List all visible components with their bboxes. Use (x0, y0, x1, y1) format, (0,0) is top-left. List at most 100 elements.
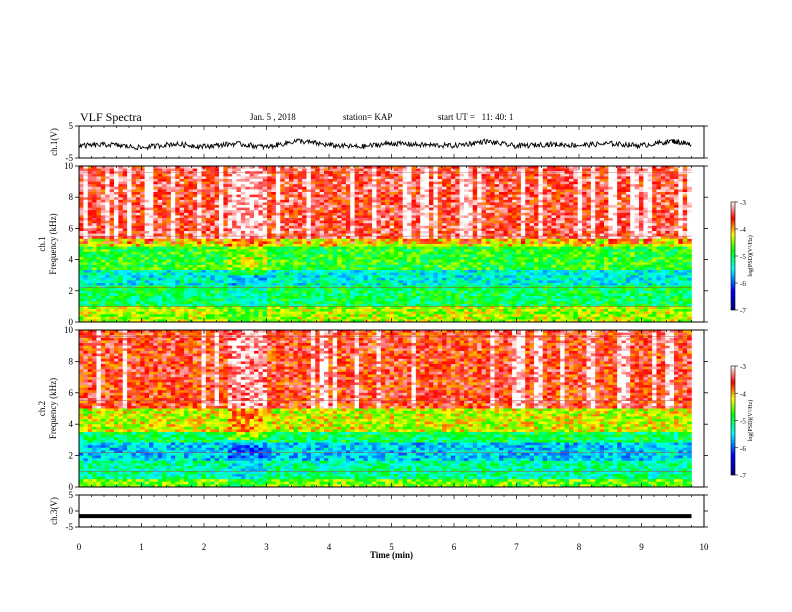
spectrogram-cell (149, 257, 154, 260)
spectrogram-cell (437, 210, 443, 214)
spectrogram-cell (289, 290, 294, 294)
spectrogram-cell (328, 246, 334, 250)
spectrogram-cell (192, 280, 198, 284)
spectrogram-cell (420, 283, 425, 286)
spectrogram-cell (254, 236, 259, 240)
spectrogram-cell (315, 171, 320, 175)
spectrogram-cell (114, 171, 119, 175)
spectrogram-cell (219, 166, 224, 169)
spectrogram-cell (429, 236, 434, 240)
spectrogram-cell (96, 262, 102, 266)
spectrogram-cell (293, 254, 299, 258)
spectrogram-cell (437, 277, 443, 281)
spectrogram-cell (415, 202, 421, 206)
spectrogram-cell (332, 319, 338, 323)
spectrogram-cell (271, 184, 277, 188)
spectrogram-cell (289, 267, 294, 271)
spectrogram-cell (170, 280, 176, 284)
spectrogram-cell (433, 166, 439, 169)
spectrogram-cell (385, 290, 390, 294)
spectrogram-cell (166, 194, 172, 198)
spectrogram-cell (214, 236, 220, 240)
spectrogram-cell (197, 218, 202, 221)
spectrogram-cell (363, 259, 369, 263)
spectrogram-cell (280, 246, 285, 250)
spectrogram-cell (415, 285, 421, 289)
spectrogram-cell (411, 275, 417, 279)
spectrogram-cell (175, 231, 180, 234)
spectrogram-cell (201, 251, 207, 255)
spectrogram-cell (359, 202, 364, 206)
spectrogram-cell (363, 210, 369, 214)
spectrogram-cell (310, 205, 316, 208)
spectrogram-cell (232, 283, 237, 286)
spectrogram-cell (332, 236, 338, 240)
spectrogram-cell (267, 173, 272, 177)
spectrogram-cell (219, 212, 224, 216)
spectrogram-cell (380, 309, 386, 312)
spectrogram-cell (310, 225, 316, 229)
spectrogram-cell (262, 259, 268, 263)
spectrogram-cell (341, 238, 347, 242)
spectrogram-cell (385, 309, 390, 312)
spectrogram-cell (227, 166, 233, 169)
spectrogram-cell (359, 241, 364, 245)
spectrogram-cell (131, 285, 137, 289)
spectrogram-cell (127, 176, 132, 180)
spectrogram-cell (249, 267, 255, 271)
spectrogram-cell (332, 275, 338, 279)
spectrogram-cell (157, 270, 163, 273)
spectrogram-cell (83, 251, 89, 255)
spectrogram-cell (240, 231, 246, 234)
spectrogram-cell (188, 293, 194, 297)
spectrogram-cell (144, 309, 150, 312)
spectrogram-cell (197, 225, 202, 229)
spectrogram-cell (205, 166, 211, 169)
spectrogram-cell (214, 306, 220, 310)
spectrogram-cell (175, 319, 180, 323)
spectrogram-cell (275, 267, 281, 271)
spectrogram-cell (372, 272, 377, 276)
spectrogram-cell (354, 215, 360, 219)
spectrogram-cell (122, 288, 128, 292)
spectrogram-cell (402, 275, 408, 279)
spectrogram-cell (284, 298, 290, 302)
spectrogram-cell (122, 314, 128, 318)
spectrogram-cell (332, 176, 338, 180)
spectrogram-cell (267, 270, 272, 273)
spectrogram-cell (232, 290, 237, 294)
spectrogram-cell (341, 233, 347, 237)
spectrogram-cell (166, 275, 172, 279)
spectrogram-cell (214, 277, 220, 281)
spectrogram-cell (105, 290, 110, 294)
spectrogram-cell (254, 238, 259, 242)
spectrogram-cell (184, 205, 189, 208)
spectrogram-cell (192, 285, 198, 289)
spectrogram-cell (319, 264, 325, 268)
spectrogram-cell (118, 254, 124, 258)
spectrogram-cell (262, 257, 268, 260)
spectrogram-cell (214, 309, 220, 312)
spectrogram-cell (210, 296, 215, 299)
spectrogram-cell (328, 168, 334, 172)
spectrogram-cell (162, 246, 167, 250)
spectrogram-cell (122, 179, 128, 182)
spectrogram-cell (267, 210, 272, 214)
spectrogram-cell (411, 176, 417, 180)
spectrogram-cell (293, 166, 299, 169)
spectrogram-cell (205, 293, 211, 297)
spectrogram-cell (354, 192, 360, 195)
spectrogram-cell (332, 173, 338, 177)
spectrogram-cell (140, 199, 145, 203)
spectrogram-cell (433, 293, 439, 297)
spectrogram-cell (249, 290, 255, 294)
spectrogram-cell (402, 257, 408, 260)
spectrogram-cell (367, 194, 373, 198)
spectrogram-cell (100, 225, 106, 229)
spectrogram-cell (442, 186, 447, 190)
spectrogram-cell (227, 303, 233, 307)
spectrogram-cell (179, 314, 185, 318)
spectrogram-cell (153, 296, 159, 299)
spectrogram-cell (205, 246, 211, 250)
